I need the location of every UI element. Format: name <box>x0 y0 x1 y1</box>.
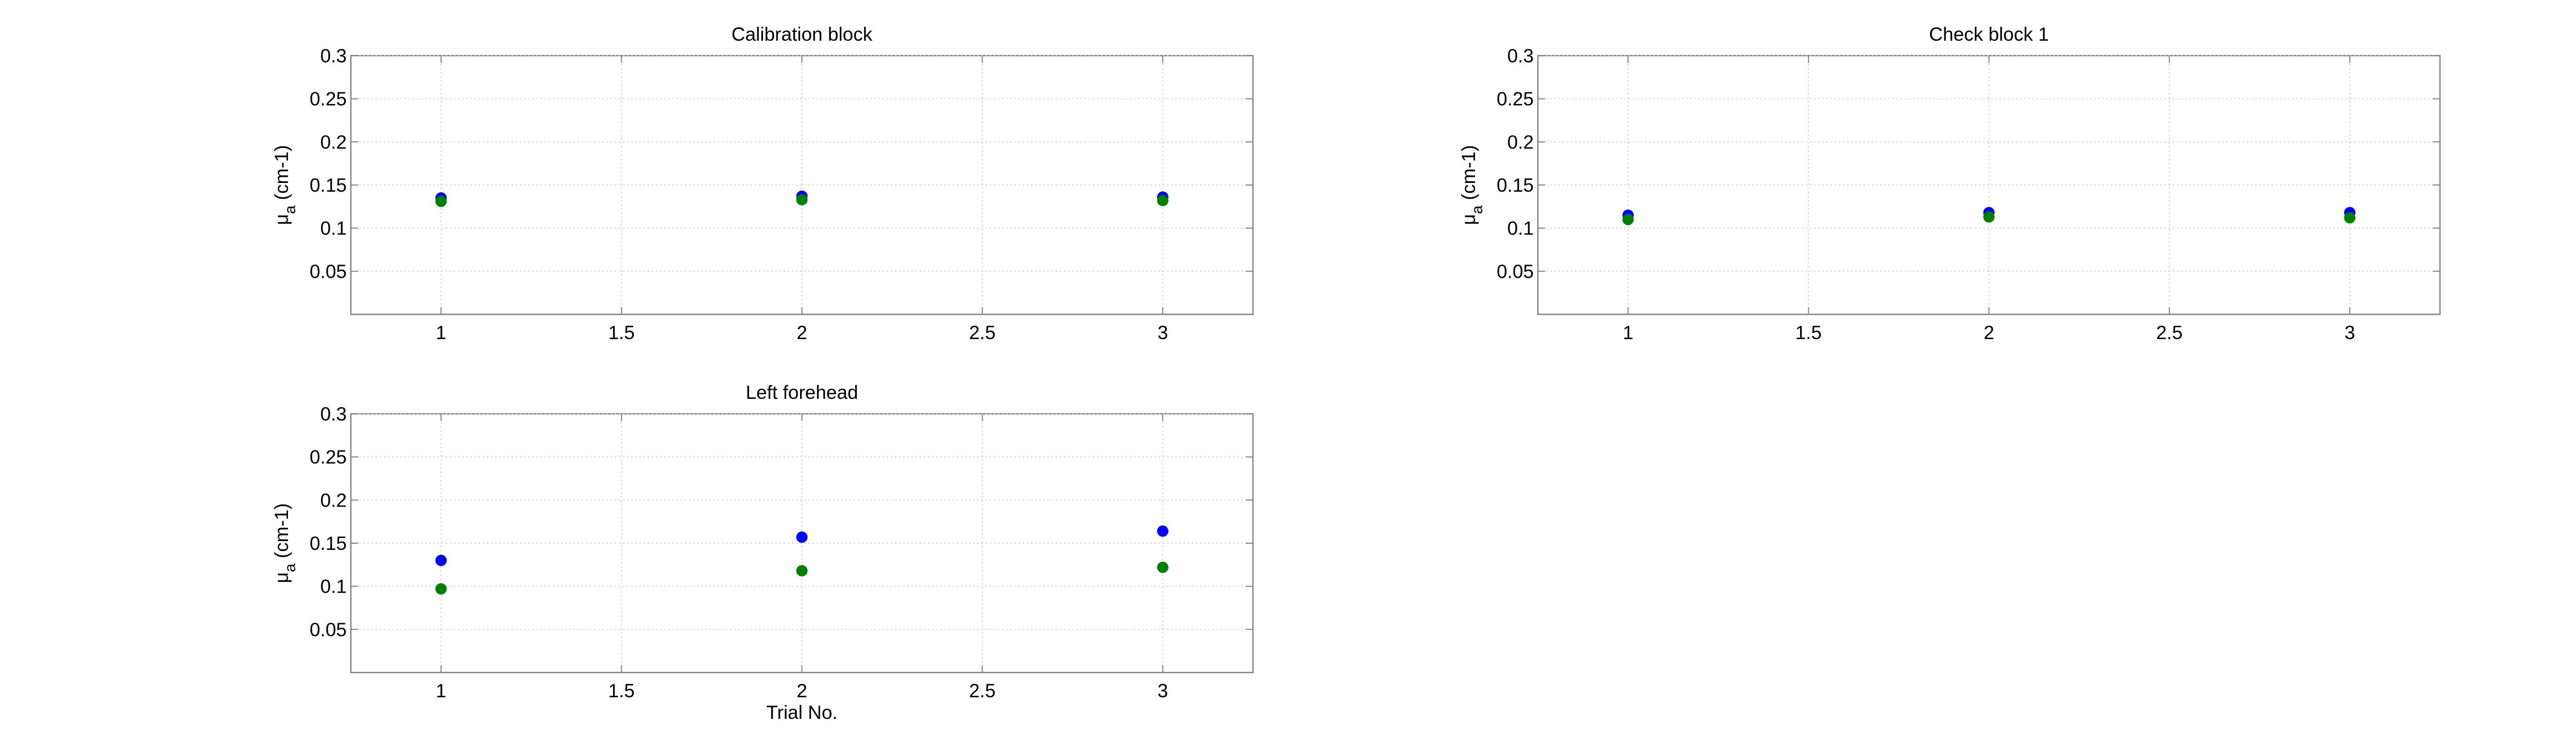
y-axis-label-subscript: a <box>282 205 299 214</box>
data-point <box>1983 211 1995 223</box>
y-tick-label: 0.25 <box>310 447 347 468</box>
data-point <box>1157 561 1168 573</box>
y-tick-label: 0.2 <box>320 490 347 511</box>
x-tick-label: 3 <box>1158 680 1168 701</box>
y-tick-label: 0.1 <box>1507 218 1534 239</box>
data-point <box>2344 212 2355 224</box>
data-point <box>1157 195 1168 207</box>
x-axis-label: Trial No. <box>766 702 837 723</box>
chart-3: 1 1.5 2 2.5 3 0.05 0.1 0.15 0.2 0.25 0.3 Left foreh… <box>271 382 1254 723</box>
y-axis-label-unit: (cm-1) <box>271 145 292 205</box>
y-tick-label: 0.2 <box>320 131 347 153</box>
data-point <box>796 194 808 206</box>
y-tick-label: 0.2 <box>1507 131 1534 153</box>
y-tick-label: 0.3 <box>320 404 347 425</box>
y-tick-label: 0.15 <box>310 533 347 554</box>
x-tick-label: 1.5 <box>1795 322 1822 343</box>
y-axis-label-subscript: a <box>1469 205 1486 214</box>
y-axis-label-symbol: μ <box>271 214 292 225</box>
y-tick-label: 0.15 <box>310 175 347 196</box>
x-tick-label: 2 <box>796 322 807 343</box>
x-tick-label: 1 <box>1623 322 1634 343</box>
data-point <box>1622 213 1634 225</box>
y-tick-label: 0.05 <box>310 261 347 282</box>
data-point <box>435 555 447 566</box>
x-tick-label: 3 <box>1158 322 1168 343</box>
y-axis-label: μa (cm-1) <box>271 503 299 583</box>
y-axis-label-unit: (cm-1) <box>1458 145 1479 205</box>
x-tick-label: 2 <box>796 680 807 701</box>
y-axis-label-symbol: μ <box>271 572 292 583</box>
y-axis-label-subscript: a <box>282 563 299 572</box>
y-tick-label: 0.25 <box>310 89 347 110</box>
x-tick-label: 3 <box>2345 322 2355 343</box>
y-tick-label: 0.25 <box>1497 89 1534 110</box>
x-tick-label: 2.5 <box>2156 322 2182 343</box>
y-tick-label: 0.15 <box>1497 175 1534 196</box>
data-point <box>435 195 447 207</box>
y-axis-label-unit: (cm-1) <box>271 503 292 563</box>
y-tick-label: 0.1 <box>320 576 347 597</box>
series-2 <box>435 561 1168 595</box>
x-tick-label: 1.5 <box>608 322 635 343</box>
x-tick-label: 1 <box>436 680 447 701</box>
y-axis-label-symbol: μ <box>1458 214 1479 225</box>
y-tick-label: 0.05 <box>1497 261 1534 282</box>
x-tick-label: 2 <box>1984 322 1994 343</box>
data-point <box>796 531 808 543</box>
series-2 <box>435 194 1168 207</box>
data-point <box>1157 525 1168 537</box>
x-tick-label: 1.5 <box>608 680 635 701</box>
x-tick-label: 1 <box>436 322 447 343</box>
y-tick-label: 0.3 <box>1507 45 1534 66</box>
y-tick-label: 0.1 <box>320 218 347 239</box>
y-axis-label: μa (cm-1) <box>1458 145 1486 225</box>
chart-title: Check block 1 <box>1929 24 2048 45</box>
series-1 <box>435 525 1168 566</box>
chart-2: 1 1.5 2 2.5 3 0.05 0.1 0.15 0.2 0.25 0.3 Check bloc… <box>1458 24 2441 343</box>
chart-1: 1 1.5 2 2.5 3 0.05 0.1 0.15 0.2 0.25 0.3 Calibratio… <box>271 24 1254 343</box>
chart-title: Calibration block <box>732 24 873 45</box>
y-tick-label: 0.05 <box>310 619 347 640</box>
y-tick-label: 0.3 <box>320 45 347 66</box>
chart-title: Left forehead <box>745 382 858 403</box>
x-tick-label: 2.5 <box>969 322 995 343</box>
series-2 <box>1622 211 2355 225</box>
y-axis-label: μa (cm-1) <box>271 145 299 225</box>
data-point <box>796 565 808 577</box>
data-point <box>435 583 447 595</box>
x-tick-label: 2.5 <box>969 680 995 701</box>
